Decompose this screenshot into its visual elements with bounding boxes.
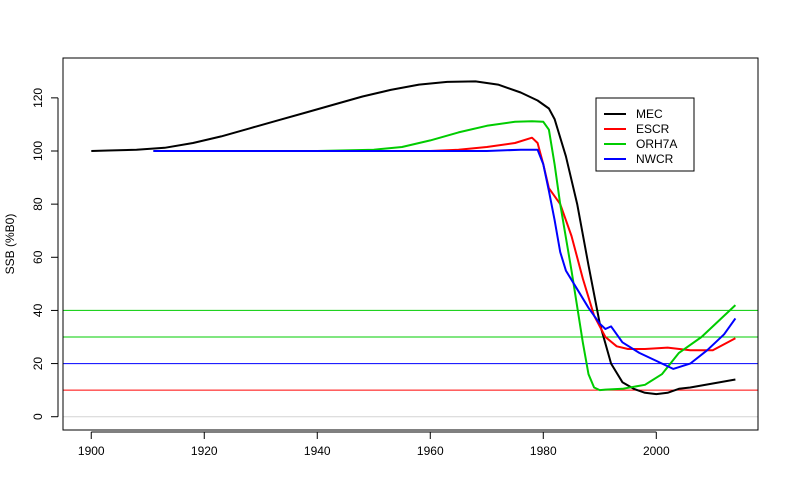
y-tick-label: 20 xyxy=(31,357,45,371)
y-tick-label: 120 xyxy=(31,88,45,108)
x-tick-label: 1900 xyxy=(78,444,105,458)
series-lines xyxy=(91,80,737,396)
x-tick-label: 1920 xyxy=(191,444,218,458)
reference-lines xyxy=(63,309,758,418)
series-line-orh7a xyxy=(153,120,737,392)
x-axis: 1900 1920 1940 1960 1980 2000 xyxy=(78,431,670,458)
y-tick-label: 100 xyxy=(31,141,45,161)
legend-label-nwcr: NWCR xyxy=(636,152,674,166)
y-tick-label: 80 xyxy=(31,197,45,211)
series-line-mec xyxy=(91,80,736,396)
plot-frame xyxy=(62,57,759,431)
x-tick-label: 1960 xyxy=(417,444,444,458)
y-tick-label: 60 xyxy=(31,250,45,264)
series-line-nwcr xyxy=(153,148,737,370)
legend-label-mec: MEC xyxy=(636,107,663,121)
y-tick-label: 40 xyxy=(31,303,45,317)
y-axis-label: SSB (%B0) xyxy=(3,214,17,275)
legend-label-escr: ESCR xyxy=(636,122,670,136)
y-tick-label: 0 xyxy=(31,413,45,420)
x-tick-label: 1980 xyxy=(530,444,557,458)
x-tick-label: 1940 xyxy=(304,444,331,458)
legend-label-orh7a: ORH7A xyxy=(636,137,677,151)
y-axis: 0 20 40 60 80 100 120 xyxy=(31,88,59,420)
x-tick-label: 2000 xyxy=(643,444,670,458)
